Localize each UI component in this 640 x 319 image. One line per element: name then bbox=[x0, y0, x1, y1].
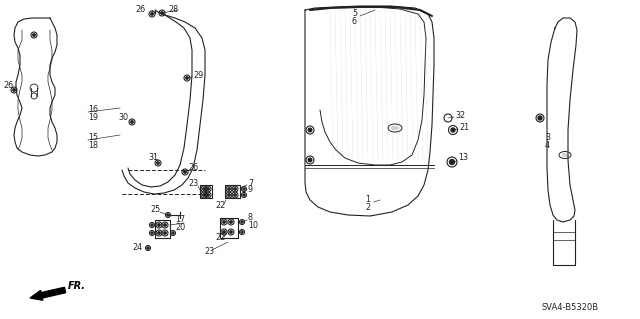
Circle shape bbox=[241, 221, 243, 223]
Circle shape bbox=[33, 34, 35, 36]
Circle shape bbox=[207, 188, 209, 190]
Circle shape bbox=[203, 188, 205, 190]
Text: 7: 7 bbox=[248, 179, 253, 188]
Text: 17: 17 bbox=[175, 216, 185, 225]
Circle shape bbox=[234, 194, 236, 196]
Text: 9: 9 bbox=[248, 186, 253, 195]
Text: 4: 4 bbox=[545, 142, 550, 151]
Circle shape bbox=[151, 224, 153, 226]
Text: 30: 30 bbox=[118, 114, 128, 122]
Text: SVA4-B5320B: SVA4-B5320B bbox=[541, 303, 598, 313]
Circle shape bbox=[164, 232, 166, 234]
Circle shape bbox=[158, 232, 160, 234]
Circle shape bbox=[147, 247, 149, 249]
Text: 8: 8 bbox=[248, 213, 253, 222]
Circle shape bbox=[223, 221, 225, 223]
Circle shape bbox=[203, 194, 205, 196]
Text: 31: 31 bbox=[148, 153, 158, 162]
Ellipse shape bbox=[561, 153, 568, 157]
Text: 21: 21 bbox=[459, 122, 469, 131]
Text: 25: 25 bbox=[150, 205, 160, 214]
Circle shape bbox=[308, 128, 312, 132]
Text: 26: 26 bbox=[188, 164, 198, 173]
Text: 10: 10 bbox=[248, 221, 258, 231]
Circle shape bbox=[228, 188, 230, 190]
Text: 23: 23 bbox=[188, 179, 198, 188]
Circle shape bbox=[449, 160, 454, 165]
Text: 22: 22 bbox=[215, 201, 225, 210]
Text: 1: 1 bbox=[365, 196, 370, 204]
Circle shape bbox=[164, 224, 166, 226]
Circle shape bbox=[157, 162, 159, 164]
Circle shape bbox=[186, 77, 188, 79]
Text: 5: 5 bbox=[352, 10, 357, 19]
Text: FR.: FR. bbox=[68, 281, 86, 291]
Text: 16: 16 bbox=[88, 106, 98, 115]
Circle shape bbox=[158, 224, 160, 226]
Circle shape bbox=[151, 13, 153, 15]
Circle shape bbox=[243, 194, 245, 196]
Text: 3: 3 bbox=[545, 133, 550, 143]
Text: 13: 13 bbox=[458, 153, 468, 162]
Circle shape bbox=[451, 128, 455, 132]
Circle shape bbox=[241, 231, 243, 233]
Circle shape bbox=[230, 231, 232, 233]
Circle shape bbox=[184, 171, 186, 173]
Text: 28: 28 bbox=[168, 5, 178, 14]
Circle shape bbox=[228, 194, 230, 196]
Text: 19: 19 bbox=[88, 114, 98, 122]
Text: 23: 23 bbox=[204, 248, 214, 256]
Text: 26: 26 bbox=[135, 5, 145, 14]
Circle shape bbox=[131, 121, 133, 123]
Circle shape bbox=[172, 232, 174, 234]
Circle shape bbox=[230, 221, 232, 223]
Circle shape bbox=[151, 232, 153, 234]
Circle shape bbox=[223, 231, 225, 233]
Circle shape bbox=[538, 116, 542, 120]
Text: 29: 29 bbox=[193, 70, 204, 79]
Text: 18: 18 bbox=[88, 142, 98, 151]
Circle shape bbox=[207, 194, 209, 196]
Circle shape bbox=[308, 158, 312, 162]
Ellipse shape bbox=[391, 125, 399, 130]
Text: 2: 2 bbox=[365, 204, 370, 212]
Text: 20: 20 bbox=[175, 224, 185, 233]
Circle shape bbox=[167, 214, 169, 216]
Text: 32: 32 bbox=[455, 110, 465, 120]
Circle shape bbox=[243, 188, 245, 190]
FancyArrow shape bbox=[30, 287, 66, 300]
Circle shape bbox=[161, 12, 163, 14]
Text: 22: 22 bbox=[215, 234, 225, 242]
Circle shape bbox=[234, 188, 236, 190]
Text: 6: 6 bbox=[352, 18, 357, 26]
Text: 26: 26 bbox=[3, 81, 13, 91]
Text: 24: 24 bbox=[132, 243, 142, 253]
Text: 15: 15 bbox=[88, 133, 98, 143]
Circle shape bbox=[13, 89, 15, 91]
